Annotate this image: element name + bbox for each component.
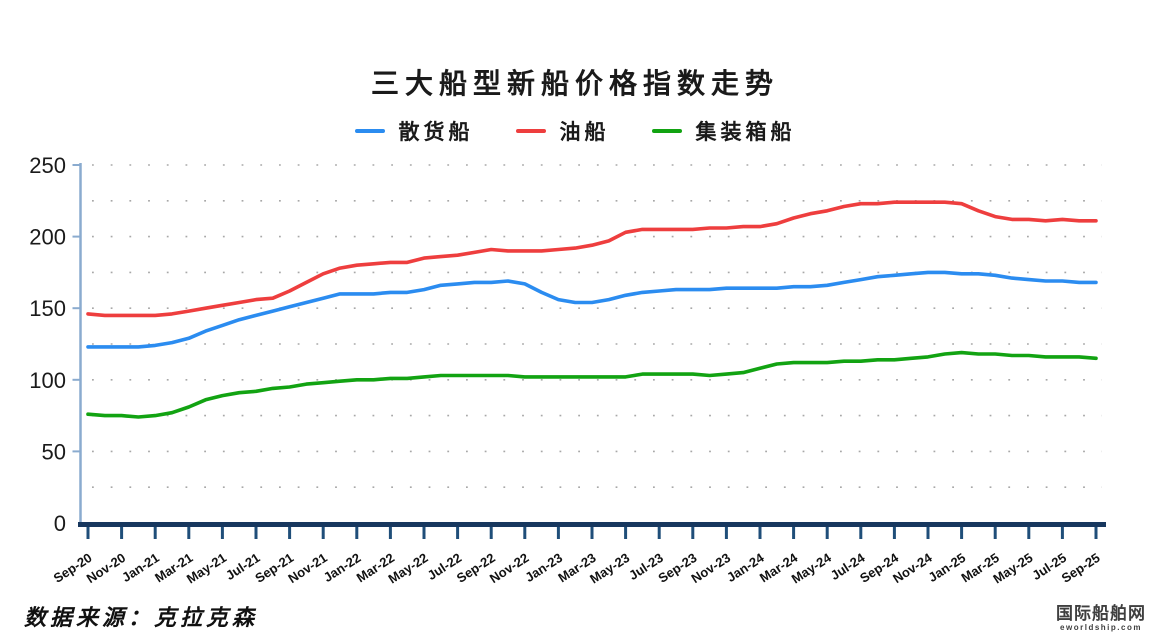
- y-axis-label: 200: [29, 225, 66, 250]
- series-line-container-ship: [86, 350, 1098, 419]
- x-axis-label: Jan-23: [522, 550, 565, 585]
- x-axis-label: Nov-24: [890, 550, 935, 587]
- data-source-note: 数据来源：克拉克森: [24, 605, 259, 631]
- site-logo: 国际船舶网 eworldship.com: [1056, 605, 1146, 632]
- series-line-bulk-carrier: [86, 270, 1098, 349]
- site-logo-name: 国际船舶网: [1056, 604, 1146, 623]
- y-axis-label: 0: [54, 511, 66, 536]
- y-axis-label: 150: [29, 296, 66, 321]
- x-axis-label: May-24: [789, 550, 835, 587]
- y-axis-label: 50: [42, 439, 66, 464]
- legend-label-bulk-carrier: 散货船: [398, 119, 474, 144]
- legend-item-oil-tanker: 油船: [515, 116, 610, 146]
- x-axis-label: Nov-20: [84, 550, 129, 586]
- legend-item-container-ship: 集装箱船: [651, 116, 796, 146]
- x-axis-label: Nov-22: [487, 550, 532, 586]
- y-axis-label: 250: [29, 153, 66, 178]
- oil-tanker-line-swatch-icon: [515, 129, 546, 133]
- x-axis-label: Sep-25: [1059, 550, 1103, 586]
- y-axis-label: 100: [29, 368, 66, 393]
- legend: 散货船 油船 集装箱船: [0, 116, 1150, 146]
- legend-label-oil-tanker: 油船: [559, 119, 610, 144]
- x-axis-label: Jan-21: [119, 550, 162, 585]
- bulk-carrier-line-swatch-icon: [354, 129, 385, 133]
- x-axis-label: Nov-21: [285, 550, 330, 586]
- x-axis-label: Nov-23: [689, 550, 734, 586]
- series-line-oil-tanker: [86, 200, 1098, 318]
- site-logo-domain: eworldship.com: [1060, 623, 1142, 632]
- legend-label-container-ship: 集装箱船: [695, 119, 796, 144]
- page-title: 三大船型新船价格指数走势: [370, 67, 779, 100]
- container-ship-line-swatch-icon: [651, 129, 682, 133]
- legend-item-bulk-carrier: 散货船: [354, 116, 474, 146]
- price-index-chart: 050100150200250Sep-20Nov-20Jan-21Mar-21M…: [29, 153, 1106, 587]
